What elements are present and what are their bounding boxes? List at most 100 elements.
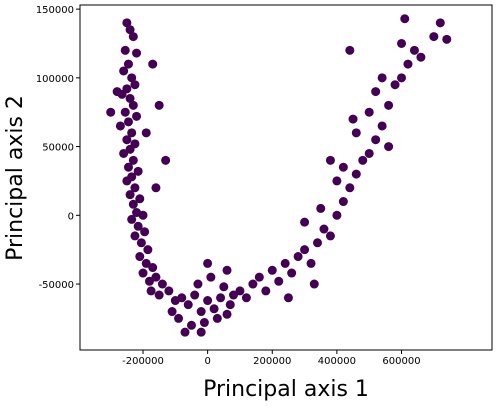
point bbox=[128, 155, 138, 165]
point bbox=[416, 52, 426, 62]
point bbox=[283, 293, 293, 303]
point bbox=[133, 166, 143, 176]
point bbox=[138, 268, 148, 278]
point bbox=[123, 162, 133, 172]
point bbox=[141, 258, 151, 268]
point bbox=[122, 135, 132, 145]
point bbox=[138, 210, 148, 220]
point bbox=[127, 73, 137, 83]
point bbox=[122, 176, 132, 186]
point bbox=[300, 245, 310, 255]
point bbox=[167, 307, 177, 317]
point bbox=[267, 265, 277, 275]
point bbox=[300, 217, 310, 227]
point bbox=[133, 221, 143, 231]
point bbox=[135, 194, 145, 204]
point bbox=[119, 148, 129, 158]
point bbox=[125, 25, 135, 35]
point bbox=[161, 155, 171, 165]
y-tick-label: -50000 bbox=[39, 280, 74, 291]
x-tick-label: -200000 bbox=[122, 356, 164, 367]
point bbox=[222, 309, 232, 319]
point bbox=[209, 304, 219, 314]
point bbox=[338, 162, 348, 172]
y-tick-label: 150000 bbox=[36, 5, 74, 16]
point bbox=[371, 87, 381, 97]
point bbox=[125, 93, 135, 103]
point bbox=[371, 135, 381, 145]
point bbox=[164, 286, 174, 296]
point bbox=[127, 128, 137, 138]
point bbox=[143, 245, 153, 255]
y-tick-label: 50000 bbox=[42, 143, 74, 154]
point bbox=[136, 238, 146, 248]
point bbox=[196, 327, 206, 337]
point bbox=[140, 227, 150, 237]
point bbox=[345, 183, 355, 193]
point bbox=[157, 279, 167, 289]
point bbox=[190, 290, 200, 300]
point bbox=[130, 231, 140, 241]
point bbox=[287, 268, 297, 278]
x-tick-label: 600000 bbox=[382, 356, 420, 367]
point bbox=[384, 142, 394, 152]
x-tick-label: 200000 bbox=[253, 356, 291, 367]
point bbox=[123, 117, 133, 127]
point bbox=[144, 276, 154, 286]
point bbox=[154, 290, 164, 300]
point bbox=[125, 144, 135, 154]
point bbox=[120, 107, 130, 117]
point bbox=[332, 210, 342, 220]
point bbox=[313, 238, 323, 248]
y-tick-label: 100000 bbox=[36, 74, 74, 85]
point bbox=[338, 197, 348, 207]
point bbox=[235, 286, 245, 296]
point bbox=[148, 59, 158, 69]
point bbox=[384, 100, 394, 110]
point bbox=[123, 59, 133, 69]
point bbox=[135, 252, 145, 262]
point bbox=[151, 183, 161, 193]
point bbox=[358, 155, 368, 165]
point bbox=[120, 45, 130, 55]
point bbox=[196, 307, 206, 317]
point bbox=[261, 286, 271, 296]
point bbox=[222, 265, 232, 275]
point bbox=[309, 279, 319, 289]
point bbox=[132, 111, 142, 121]
point bbox=[397, 38, 407, 48]
point bbox=[348, 114, 358, 124]
point bbox=[148, 263, 158, 273]
point bbox=[186, 320, 196, 330]
point bbox=[409, 45, 419, 55]
point bbox=[274, 276, 284, 286]
point bbox=[248, 279, 258, 289]
point bbox=[400, 14, 410, 24]
point bbox=[127, 214, 137, 224]
point bbox=[128, 199, 138, 209]
point bbox=[280, 258, 290, 268]
point bbox=[228, 290, 238, 300]
point bbox=[216, 293, 226, 303]
point bbox=[241, 293, 251, 303]
point bbox=[403, 59, 413, 69]
point bbox=[203, 296, 213, 306]
point bbox=[119, 66, 129, 76]
point bbox=[442, 34, 452, 44]
point bbox=[364, 107, 374, 117]
point bbox=[293, 252, 303, 262]
point bbox=[151, 272, 161, 282]
y-tick-label: 0 bbox=[68, 211, 74, 222]
point bbox=[106, 107, 116, 117]
point bbox=[130, 80, 140, 90]
point bbox=[180, 327, 190, 337]
point bbox=[203, 258, 213, 268]
point bbox=[154, 100, 164, 110]
point bbox=[183, 300, 193, 310]
point bbox=[332, 176, 342, 186]
point bbox=[219, 282, 229, 292]
point bbox=[351, 128, 361, 138]
point bbox=[177, 293, 187, 303]
point bbox=[397, 73, 407, 83]
